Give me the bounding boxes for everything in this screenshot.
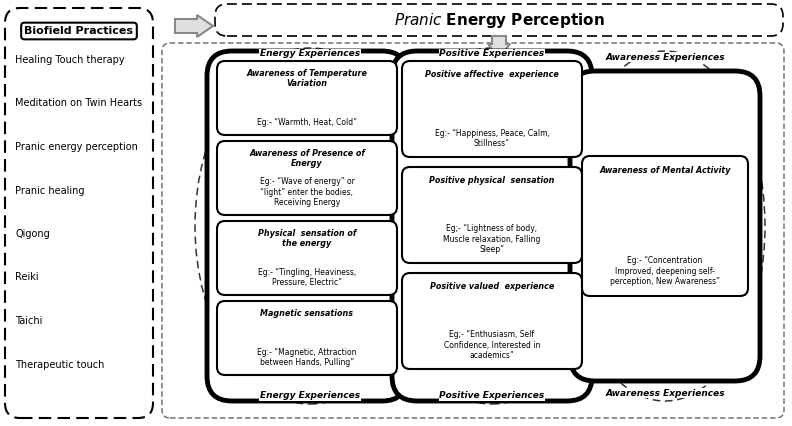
Text: Awareness of Temperature
Variation: Awareness of Temperature Variation xyxy=(246,69,367,89)
Text: Magnetic sensations: Magnetic sensations xyxy=(261,309,353,318)
Text: Pranic energy perception: Pranic energy perception xyxy=(15,142,138,152)
Text: Eg:- “Wave of energy” or
“light” enter the bodies,
Receiving Energy: Eg:- “Wave of energy” or “light” enter t… xyxy=(260,177,355,207)
Text: Meditation on Twin Hearts: Meditation on Twin Hearts xyxy=(15,98,142,109)
FancyBboxPatch shape xyxy=(207,51,407,401)
Text: Physical  sensation of
the energy: Physical sensation of the energy xyxy=(258,229,356,248)
FancyBboxPatch shape xyxy=(217,61,397,135)
FancyBboxPatch shape xyxy=(5,8,153,418)
Text: Positive valued  experience: Positive valued experience xyxy=(430,282,554,291)
FancyBboxPatch shape xyxy=(215,4,783,36)
Text: Eg:- “Warmth, Heat, Cold”: Eg:- “Warmth, Heat, Cold” xyxy=(257,118,357,127)
Text: $\mathit{Pranic}$ $\mathbf{Energy\ Perception}$: $\mathit{Pranic}$ $\mathbf{Energy\ Perce… xyxy=(394,11,604,29)
Text: Awareness Experiences: Awareness Experiences xyxy=(605,389,725,397)
Text: Energy Experiences: Energy Experiences xyxy=(260,49,360,58)
Text: Qigong: Qigong xyxy=(15,229,50,239)
FancyBboxPatch shape xyxy=(402,61,582,157)
FancyBboxPatch shape xyxy=(392,51,592,401)
Text: Biofield Practices: Biofield Practices xyxy=(25,26,134,36)
Text: Awareness Experiences: Awareness Experiences xyxy=(605,52,725,61)
FancyBboxPatch shape xyxy=(217,141,397,215)
FancyBboxPatch shape xyxy=(570,71,760,381)
Text: Eg:- “Tingling, Heaviness,
Pressure, Electric”: Eg:- “Tingling, Heaviness, Pressure, Ele… xyxy=(258,268,356,287)
Text: Eg:- “Magnetic, Attraction
between Hands, Pulling”: Eg:- “Magnetic, Attraction between Hands… xyxy=(257,348,356,367)
Text: Awareness of Mental Activity: Awareness of Mental Activity xyxy=(600,166,731,175)
FancyBboxPatch shape xyxy=(402,273,582,369)
Text: Eg;- “Lightness of body,
Muscle relaxation, Falling
Sleep”: Eg;- “Lightness of body, Muscle relaxati… xyxy=(444,224,541,254)
Text: Energy Experiences: Energy Experiences xyxy=(260,391,360,400)
Text: Reiki: Reiki xyxy=(15,273,39,282)
Text: Positive affective  experience: Positive affective experience xyxy=(425,70,559,79)
Text: Eg;- “Enthusiasm, Self
Confidence, Interested in
academics”: Eg;- “Enthusiasm, Self Confidence, Inter… xyxy=(444,330,540,360)
FancyBboxPatch shape xyxy=(402,167,582,263)
Text: Positive Experiences: Positive Experiences xyxy=(440,391,545,400)
Text: Eg:- “Concentration
Improved, deepening self-
perception, New Awareness”: Eg:- “Concentration Improved, deepening … xyxy=(610,256,720,286)
FancyBboxPatch shape xyxy=(217,221,397,295)
FancyBboxPatch shape xyxy=(217,301,397,375)
FancyArrow shape xyxy=(488,36,510,58)
Text: Positive Experiences: Positive Experiences xyxy=(440,49,545,58)
Text: Eg:- “Happiness, Peace, Calm,
Stillness”: Eg:- “Happiness, Peace, Calm, Stillness” xyxy=(435,129,550,148)
Text: Positive physical  sensation: Positive physical sensation xyxy=(429,176,554,185)
Text: Awareness of Presence of
Energy: Awareness of Presence of Energy xyxy=(249,149,365,168)
FancyBboxPatch shape xyxy=(162,43,784,418)
Text: Healing Touch therapy: Healing Touch therapy xyxy=(15,55,124,65)
FancyBboxPatch shape xyxy=(582,156,748,296)
Text: Therapeutic touch: Therapeutic touch xyxy=(15,360,105,369)
FancyArrow shape xyxy=(175,15,213,37)
Text: Taichi: Taichi xyxy=(15,316,43,326)
Text: Pranic healing: Pranic healing xyxy=(15,185,85,196)
